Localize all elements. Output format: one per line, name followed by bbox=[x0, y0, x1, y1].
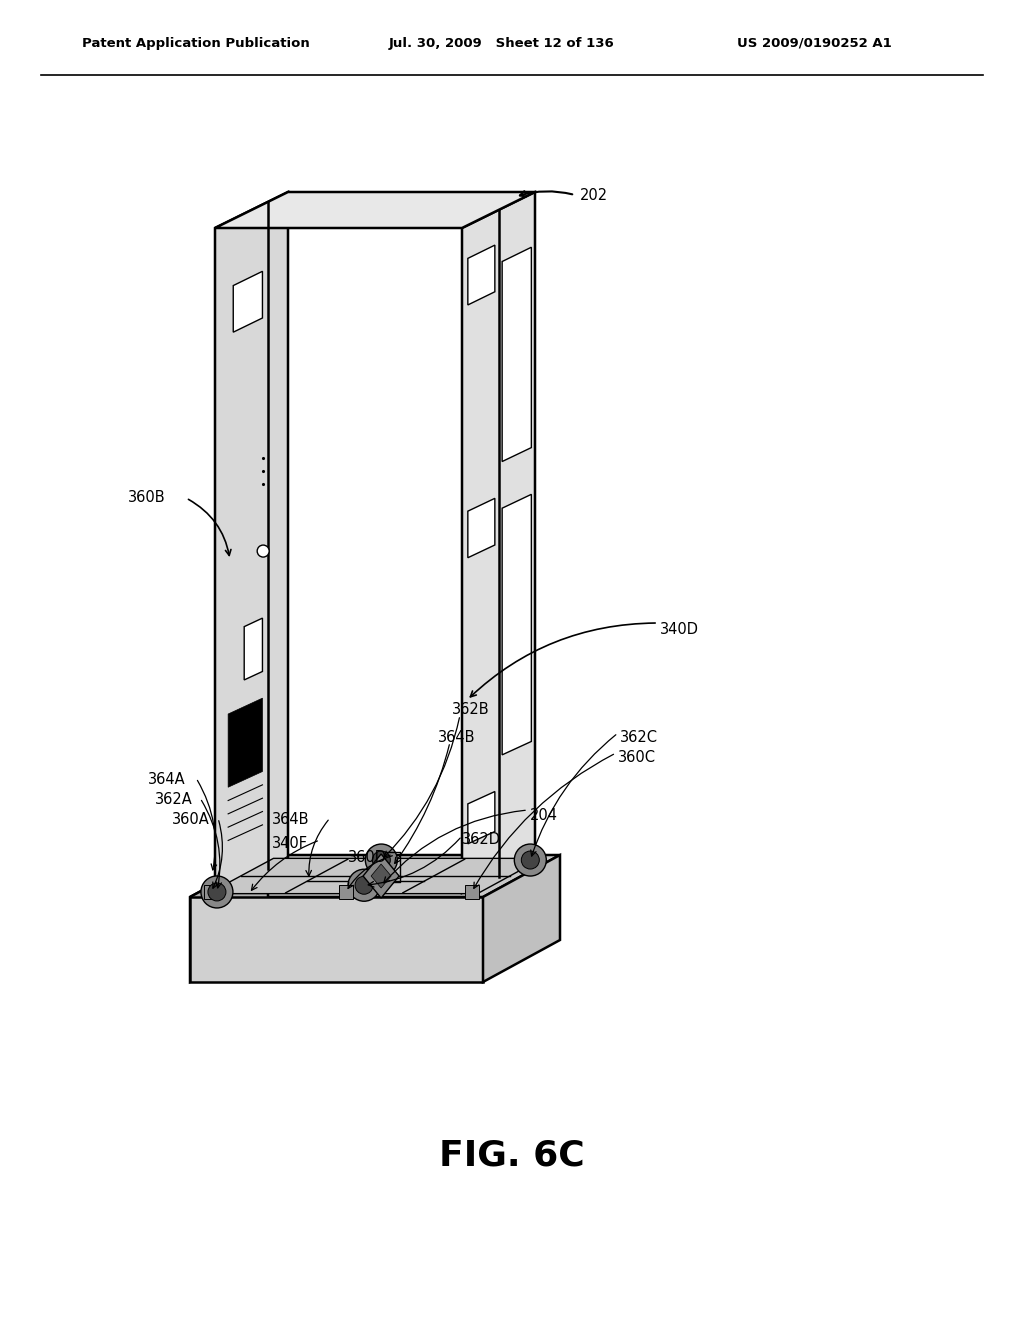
Circle shape bbox=[355, 876, 373, 894]
Circle shape bbox=[257, 545, 269, 557]
Text: Patent Application Publication: Patent Application Publication bbox=[82, 37, 309, 50]
Text: 360C: 360C bbox=[618, 751, 656, 766]
Text: 364B: 364B bbox=[438, 730, 475, 746]
Polygon shape bbox=[502, 247, 531, 462]
Text: US 2009/0190252 A1: US 2009/0190252 A1 bbox=[737, 37, 892, 50]
Text: 360A: 360A bbox=[172, 813, 210, 828]
Polygon shape bbox=[190, 855, 560, 898]
Circle shape bbox=[521, 851, 540, 869]
Text: 204: 204 bbox=[530, 808, 558, 822]
Polygon shape bbox=[190, 855, 268, 982]
Text: 360B: 360B bbox=[128, 491, 166, 506]
Polygon shape bbox=[364, 854, 399, 898]
Text: 340D: 340D bbox=[660, 623, 699, 638]
Text: 364B: 364B bbox=[272, 813, 309, 828]
Polygon shape bbox=[462, 191, 535, 894]
Circle shape bbox=[208, 883, 226, 902]
Bar bbox=[465, 884, 479, 899]
Circle shape bbox=[373, 851, 390, 869]
Circle shape bbox=[514, 843, 547, 876]
Polygon shape bbox=[215, 191, 535, 228]
Polygon shape bbox=[208, 858, 542, 894]
Polygon shape bbox=[483, 855, 560, 982]
Bar bbox=[339, 884, 353, 899]
Text: 362C: 362C bbox=[620, 730, 658, 746]
Polygon shape bbox=[502, 494, 531, 755]
Text: 360D: 360D bbox=[348, 850, 387, 866]
Text: 362A: 362A bbox=[155, 792, 193, 808]
Polygon shape bbox=[468, 499, 495, 558]
Circle shape bbox=[366, 843, 397, 876]
Text: FIG. 6C: FIG. 6C bbox=[439, 1138, 585, 1172]
Polygon shape bbox=[233, 272, 262, 333]
Text: 362B: 362B bbox=[452, 702, 489, 718]
Polygon shape bbox=[190, 898, 483, 982]
Polygon shape bbox=[244, 618, 262, 680]
Polygon shape bbox=[371, 865, 391, 888]
Text: 340F: 340F bbox=[272, 836, 308, 850]
Circle shape bbox=[201, 876, 232, 908]
Polygon shape bbox=[468, 246, 495, 305]
Circle shape bbox=[348, 870, 380, 902]
Text: Jul. 30, 2009   Sheet 12 of 136: Jul. 30, 2009 Sheet 12 of 136 bbox=[389, 37, 614, 50]
Text: 364A: 364A bbox=[148, 772, 185, 788]
Polygon shape bbox=[215, 191, 288, 894]
Text: 362D: 362D bbox=[462, 833, 501, 847]
Bar bbox=[204, 884, 218, 899]
Polygon shape bbox=[468, 792, 495, 843]
Polygon shape bbox=[228, 698, 262, 787]
Text: 202: 202 bbox=[580, 187, 608, 202]
